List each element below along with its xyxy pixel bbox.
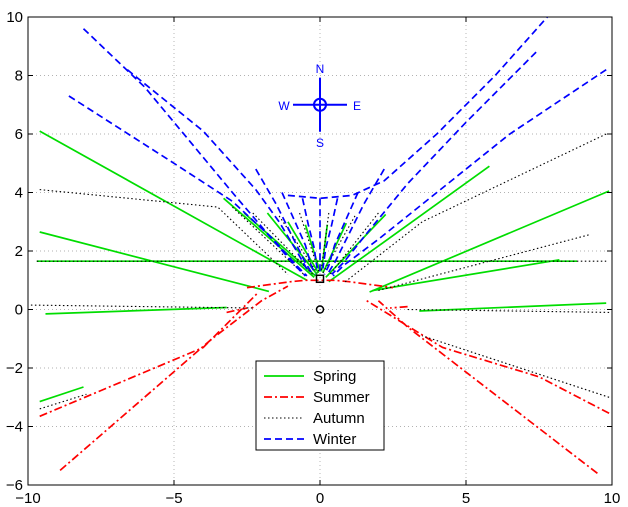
series-autumn [30, 133, 610, 410]
y-tick-label: 8 [15, 68, 23, 85]
compass-south-label: S [316, 136, 324, 150]
square-marker [315, 274, 325, 284]
series-winter [68, 17, 607, 277]
y-tick-label: 10 [6, 9, 23, 26]
series-line [378, 234, 589, 292]
x-tick-label: −10 [15, 490, 40, 507]
series-line [39, 291, 260, 418]
series-line [377, 300, 598, 474]
series-line [82, 28, 307, 277]
y-tick-label: −2 [6, 360, 23, 377]
series-line [407, 308, 610, 313]
legend-label-winter: Winter [313, 431, 356, 448]
x-tick-label: 10 [604, 490, 621, 507]
series-line [255, 168, 314, 275]
series-line [301, 198, 318, 269]
y-tick-label: −6 [6, 477, 23, 494]
x-tick-label: 5 [462, 490, 470, 507]
series-summer [39, 279, 610, 474]
series-line [266, 212, 318, 275]
compass-east-label: E [353, 99, 361, 113]
series-line [304, 224, 321, 272]
series-line [419, 302, 607, 312]
compass-north-label: N [316, 62, 325, 76]
plot-series [30, 17, 610, 474]
y-tick-label: 6 [15, 126, 23, 143]
legend-label-spring: Spring [313, 368, 356, 385]
series-line [328, 212, 379, 277]
series-line [39, 386, 84, 403]
y-tick-label: −4 [6, 419, 23, 436]
series-line [322, 198, 339, 269]
series-spring [36, 130, 610, 403]
series-line [331, 51, 537, 276]
y-tick-label: 0 [15, 302, 23, 319]
series-line [323, 192, 359, 275]
legend-label-summer: Summer [313, 389, 370, 406]
legend-label-autumn: Autumn [313, 410, 365, 427]
series-line [369, 190, 610, 293]
series-line [422, 335, 610, 398]
series-line [278, 215, 318, 274]
series-line [328, 165, 490, 283]
x-tick-label: −5 [165, 490, 182, 507]
series-line [39, 130, 308, 282]
series-line [390, 305, 408, 309]
x-tick-label: 0 [316, 490, 324, 507]
y-tick-label: 4 [15, 185, 23, 202]
series-line [232, 206, 306, 277]
series-line [246, 279, 394, 289]
compass-center-ring [313, 97, 327, 112]
series-line [326, 168, 385, 275]
plot-markers [315, 274, 325, 314]
axis-ticks: −10 −5 0 5 10 −6 −4 −2 0 2 4 6 8 10 [6, 9, 620, 507]
series-line [322, 215, 356, 274]
series-line [39, 393, 87, 410]
series-line [372, 258, 560, 292]
series-line [226, 307, 248, 314]
series-line [126, 69, 310, 272]
series-line [30, 304, 253, 309]
series-line [252, 212, 314, 275]
legend: Spring Summer Autumn Winter [255, 360, 385, 451]
series-line [287, 221, 320, 274]
series-line [320, 224, 329, 272]
series-line [366, 299, 610, 415]
series-line [281, 192, 317, 275]
compass-rose: N S W E [278, 62, 361, 150]
series-line [332, 68, 607, 277]
circle-marker [315, 305, 325, 314]
series-line [287, 17, 549, 200]
series-line [45, 306, 227, 315]
y-tick-label: 2 [15, 243, 23, 260]
series-line [223, 197, 315, 278]
series-line [68, 95, 308, 277]
compass-west-label: W [278, 99, 290, 113]
series-line [59, 285, 289, 472]
